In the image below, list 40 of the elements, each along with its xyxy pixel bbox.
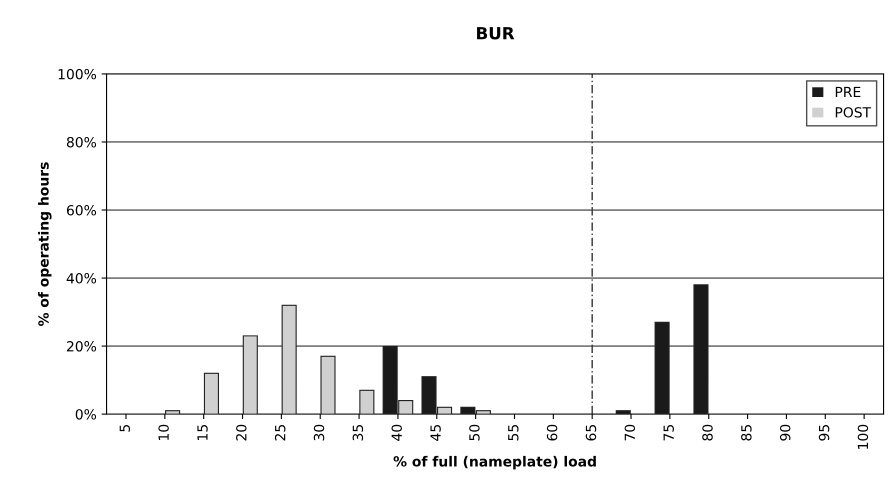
y-tick-label: 80% [66, 136, 96, 148]
x-tick-label: 100 [858, 424, 868, 449]
x-tick-label: 75 [664, 425, 674, 440]
y-tick-label: 60% [66, 204, 96, 216]
bar [165, 410, 180, 414]
y-tick-label: 0% [76, 409, 96, 420]
bar [204, 372, 220, 414]
chart-title: BUR [477, 27, 514, 40]
y-tick-label: 40% [66, 273, 96, 284]
bar [654, 322, 670, 414]
bar [693, 284, 709, 414]
bar [282, 304, 297, 414]
legend-label: PRE [836, 86, 860, 98]
y-axis-title: % of operating hours [38, 162, 52, 326]
x-tick-label: 5 [120, 425, 130, 432]
y-tick-label: 100% [58, 68, 96, 80]
x-tick-label: 80 [702, 424, 713, 441]
x-tick-label: 25 [274, 425, 286, 440]
x-tick-label: 70 [624, 424, 636, 440]
x-tick-label: 30 [314, 424, 324, 440]
bar [242, 335, 258, 414]
x-tick-label: 50 [469, 424, 480, 440]
x-tick-label: 10 [158, 424, 169, 440]
bar [616, 410, 631, 414]
x-tick-label: 55 [508, 425, 519, 440]
x-tick-label: 85 [741, 425, 752, 441]
bar [320, 356, 336, 414]
x-axis-title: % of full (nameplate) load [394, 456, 596, 470]
x-tick-label: 60 [546, 424, 558, 441]
x-tick-label: 95 [818, 425, 830, 441]
x-tick-label: 90 [780, 424, 790, 441]
x-tick-label: 45 [430, 425, 441, 441]
x-tick-label: 15 [197, 425, 208, 440]
x-tick-label: 20 [236, 424, 247, 440]
bar [359, 390, 374, 414]
x-tick-label: 40 [391, 424, 402, 441]
legend-label: POST [836, 107, 872, 118]
y-tick-label: 20% [66, 341, 96, 352]
x-tick-label: 65 [586, 425, 596, 441]
x-tick-label: 35 [352, 425, 364, 440]
